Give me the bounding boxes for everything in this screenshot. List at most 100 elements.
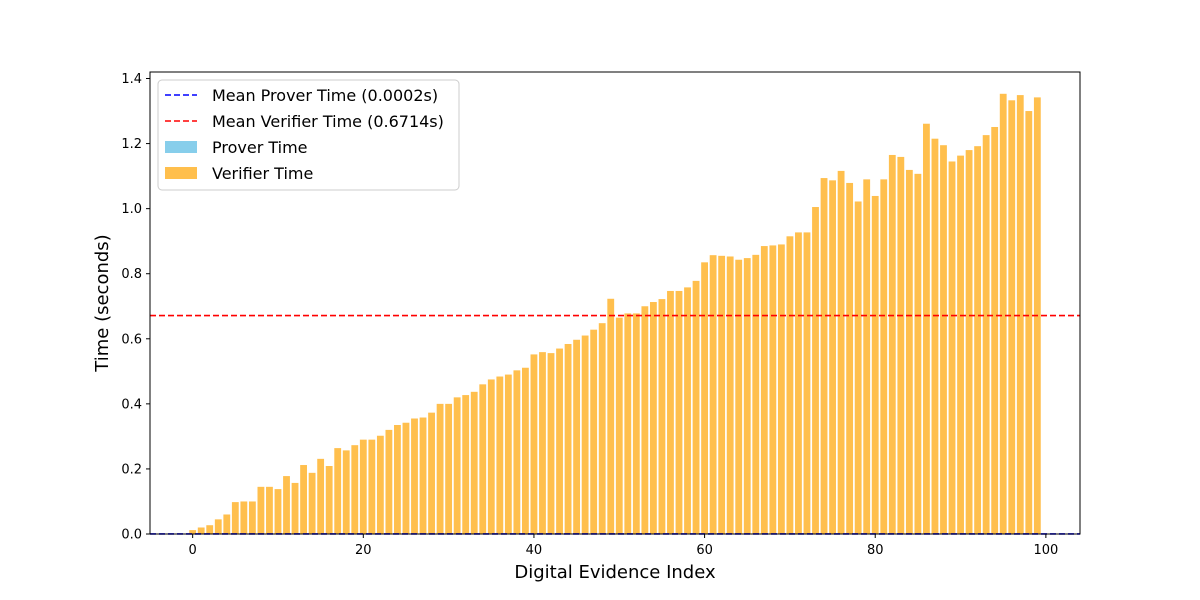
verifier-time-bar <box>214 519 222 534</box>
verifier-time-bar <box>880 179 888 534</box>
verifier-time-bar <box>718 255 726 534</box>
verifier-time-bar <box>539 352 546 534</box>
verifier-time-bar <box>931 138 939 534</box>
verifier-time-bar <box>487 379 495 534</box>
verifier-time-bar <box>1025 111 1033 535</box>
legend-swatch <box>165 141 197 153</box>
verifier-time-bar <box>436 403 444 534</box>
verifier-time-bar <box>547 353 555 534</box>
verifier-time-bar <box>223 514 231 534</box>
verifier-time-bar <box>530 354 538 534</box>
y-tick-label: 0.2 <box>121 462 142 477</box>
verifier-time-bar <box>948 161 956 534</box>
verifier-time-bar <box>300 465 307 534</box>
verifier-time-bar <box>1008 100 1016 534</box>
verifier-time-bar <box>641 306 649 534</box>
verifier-time-bar <box>291 482 299 534</box>
legend-label: Verifier Time <box>212 164 313 183</box>
verifier-time-bar <box>854 201 862 534</box>
x-axis-ticks: 0 20 40 60 80 100 <box>189 534 1058 558</box>
verifier-time-bar <box>914 173 922 534</box>
x-axis-label: Digital Evidence Index <box>514 562 716 583</box>
verifier-time-bar <box>257 486 265 534</box>
verifier-time-bar <box>846 182 854 534</box>
y-tick-label: 1.4 <box>121 72 142 87</box>
verifier-time-bar <box>735 259 743 534</box>
verifier-time-bar <box>812 207 819 535</box>
verifier-time-bar <box>445 403 453 534</box>
y-tick-label: 0.0 <box>121 528 142 543</box>
verifier-time-bar <box>684 287 691 534</box>
x-tick-label: 20 <box>355 543 372 558</box>
verifier-time-bar <box>752 254 760 534</box>
verifier-time-bar <box>615 317 623 534</box>
verifier-time-bar <box>897 156 905 534</box>
verifier-time-bar <box>394 425 401 534</box>
verifier-time-bar <box>573 339 581 534</box>
verifier-time-bar <box>248 501 256 534</box>
y-tick-label: 0.8 <box>121 267 142 282</box>
verifier-time-bar <box>658 299 666 534</box>
verifier-time-bar <box>419 417 427 534</box>
verifier-time-bar <box>231 502 239 534</box>
verifier-time-bar <box>1016 95 1024 534</box>
verifier-time-bar <box>965 150 973 534</box>
verifier-time-bar <box>590 329 598 534</box>
bars-layer <box>189 93 1041 535</box>
verifier-time-bar <box>581 335 589 534</box>
verifier-time-bar <box>317 458 325 534</box>
verifier-time-bar <box>923 123 930 534</box>
verifier-time-bar <box>411 418 418 534</box>
verifier-time-bar <box>701 262 708 534</box>
verifier-time-bar <box>726 256 734 534</box>
verifier-time-bar <box>863 179 871 534</box>
verifier-time-bar <box>624 313 632 534</box>
verifier-time-bar <box>470 391 478 534</box>
verifier-time-bar <box>760 246 768 534</box>
y-tick-label: 0.6 <box>121 332 142 347</box>
verifier-time-bar <box>743 258 751 534</box>
legend-box <box>157 79 460 191</box>
verifier-time-bar <box>453 397 461 534</box>
verifier-time-bar <box>513 370 521 534</box>
legend-label: Prover Time <box>212 138 308 157</box>
verifier-time-bar <box>829 180 836 534</box>
verifier-time-bar <box>999 93 1007 535</box>
legend-label: Mean Prover Time (0.0002s) <box>212 86 438 105</box>
verifier-time-bar <box>368 439 376 534</box>
legend-swatch <box>165 167 197 179</box>
x-tick-label: 40 <box>526 543 543 558</box>
verifier-time-bar <box>607 298 615 534</box>
verifier-time-bar <box>240 501 248 534</box>
x-tick-label: 80 <box>867 543 884 558</box>
verifier-time-bar <box>709 255 717 535</box>
verifier-time-bar <box>649 302 657 534</box>
x-tick-label: 100 <box>1033 543 1058 558</box>
legend-label: Mean Verifier Time (0.6714s) <box>212 112 444 131</box>
verifier-time-bar <box>940 145 947 534</box>
y-axis-label: Time (seconds) <box>92 234 113 372</box>
verifier-time-bar <box>871 195 879 534</box>
verifier-time-bar <box>991 126 999 535</box>
verifier-time-bar <box>974 146 982 534</box>
verifier-time-bar <box>504 374 512 534</box>
verifier-time-bar <box>786 236 794 535</box>
verifier-time-bar <box>266 486 273 534</box>
verifier-time-bar <box>982 135 990 534</box>
y-tick-label: 0.4 <box>121 397 142 412</box>
verifier-time-bar <box>837 170 845 534</box>
verifier-time-bar <box>385 429 393 534</box>
verifier-time-bar <box>376 435 384 534</box>
y-axis-ticks: 0.0 0.2 0.4 0.6 0.8 1.0 1.2 1.4 <box>121 72 150 543</box>
verifier-time-bar <box>888 154 896 534</box>
verifier-time-bar <box>820 178 828 534</box>
plot-frame <box>149 71 1081 535</box>
verifier-time-bar <box>462 395 470 534</box>
verifier-time-bar <box>428 412 435 534</box>
verifier-time-bar <box>564 343 572 534</box>
verifier-time-bar <box>274 489 282 534</box>
verifier-time-bar <box>556 348 563 534</box>
verifier-time-bar <box>632 313 640 534</box>
verifier-time-bar <box>777 244 785 534</box>
verifier-time-bar <box>803 232 811 534</box>
